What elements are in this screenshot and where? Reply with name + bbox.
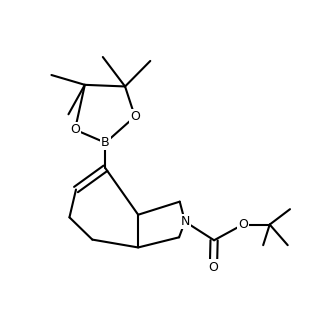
Text: O: O (238, 218, 248, 231)
Text: O: O (209, 261, 218, 274)
Text: O: O (130, 110, 140, 123)
Text: N: N (180, 215, 190, 228)
Text: O: O (70, 123, 80, 136)
Text: B: B (101, 136, 110, 149)
